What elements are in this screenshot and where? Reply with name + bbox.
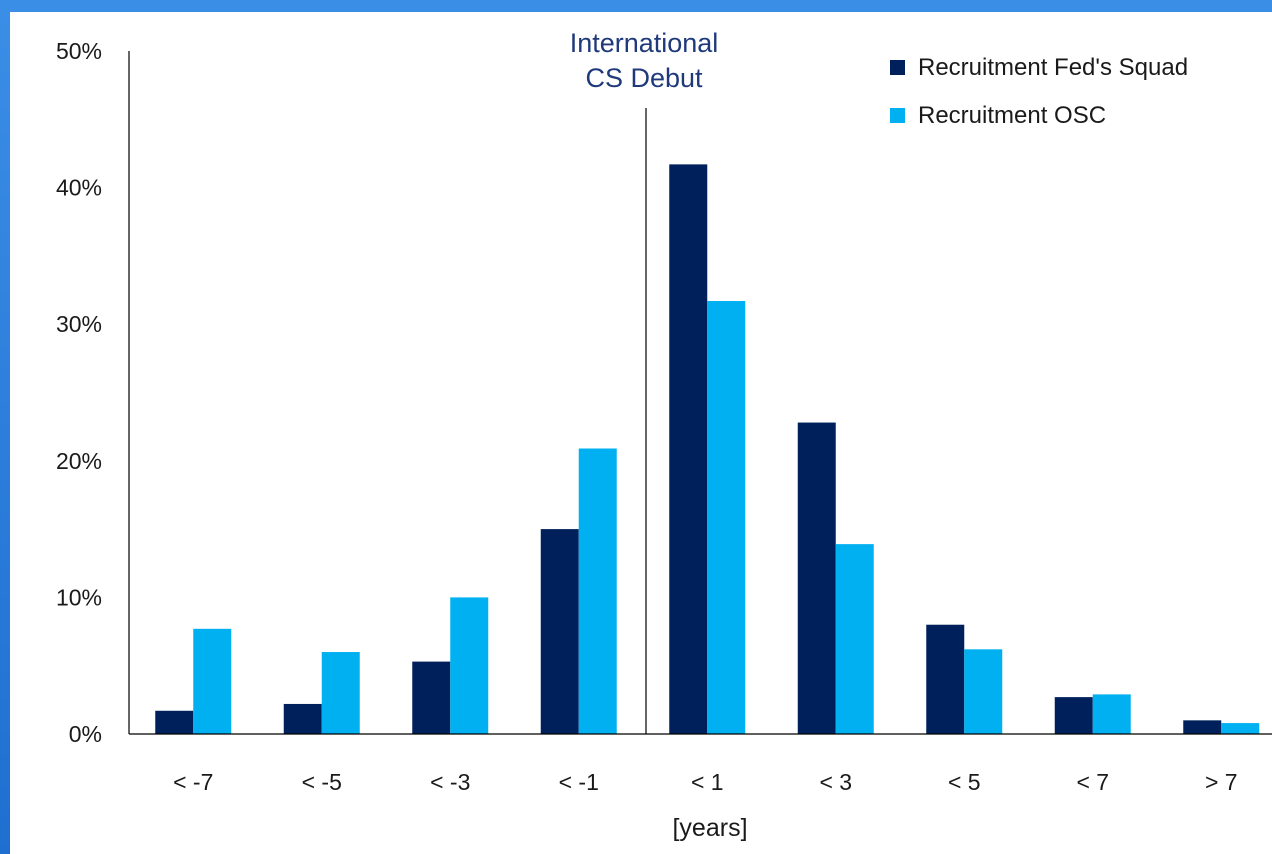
- x-category-label: < 1: [691, 769, 724, 795]
- bar-fed-squad: [1054, 697, 1093, 734]
- legend-swatch: [890, 60, 905, 75]
- bar-osc: [707, 300, 746, 734]
- x-category-label: > 7: [1205, 769, 1238, 795]
- x-axis-title: [years]: [672, 814, 747, 842]
- bar-osc: [964, 649, 1003, 734]
- legend: Recruitment Fed's Squad Recruitment OSC: [890, 54, 1188, 129]
- bar-fed-squad: [926, 624, 965, 734]
- bar-osc: [578, 448, 617, 734]
- chart-panel: 0% 10% 20% 30% 40% 50% < -7 < -5 < -3 < -1 < 1 < 3…: [10, 12, 1272, 854]
- bar-fed-squad: [283, 703, 322, 734]
- y-tick-label: 40%: [56, 175, 102, 201]
- y-tick-label: 50%: [56, 38, 102, 64]
- x-category-label: < 7: [1076, 769, 1109, 795]
- legend-label: Recruitment OSC: [918, 102, 1106, 129]
- x-category-label: < -1: [559, 769, 599, 795]
- y-axis-ticks: 0% 10% 20% 30% 40% 50%: [56, 38, 102, 747]
- bar-osc: [193, 628, 232, 734]
- x-category-label: < 5: [948, 769, 981, 795]
- bar-fed-squad: [1183, 720, 1222, 734]
- legend-label: Recruitment Fed's Squad: [918, 54, 1188, 81]
- bar-fed-squad: [669, 164, 708, 735]
- y-tick-label: 0%: [69, 721, 102, 747]
- bar-osc: [835, 544, 874, 734]
- bar-chart: 0% 10% 20% 30% 40% 50% < -7 < -5 < -3 < -1 < 1 < 3…: [56, 28, 1272, 842]
- annotation-line-1: International: [570, 28, 719, 58]
- bar-fed-squad: [155, 710, 194, 734]
- x-category-label: < 3: [819, 769, 852, 795]
- bar-fed-squad: [412, 661, 451, 734]
- x-category-label: < -5: [302, 769, 342, 795]
- legend-swatch: [890, 108, 905, 123]
- bar-fed-squad: [797, 422, 836, 734]
- y-tick-label: 30%: [56, 311, 102, 337]
- y-tick-label: 10%: [56, 584, 102, 610]
- x-axis-categories: < -7 < -5 < -3 < -1 < 1 < 3 < 5 < 7 > 7: [173, 769, 1237, 795]
- y-tick-label: 20%: [56, 448, 102, 474]
- annotation-line-2: CS Debut: [585, 63, 703, 93]
- bar-osc: [450, 597, 489, 734]
- bar-osc: [1221, 723, 1260, 734]
- bar-fed-squad: [540, 529, 579, 734]
- bars-group: [155, 164, 1260, 735]
- bar-osc: [1092, 694, 1131, 734]
- x-category-label: < -3: [430, 769, 470, 795]
- bar-osc: [321, 652, 360, 734]
- x-category-label: < -7: [173, 769, 213, 795]
